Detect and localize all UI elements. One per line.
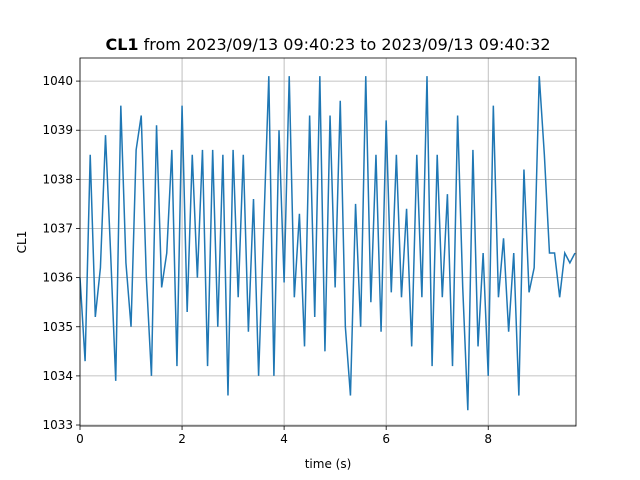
x-tick-label: 8 bbox=[484, 432, 492, 446]
data-line bbox=[79, 76, 576, 411]
x-tick-label: 0 bbox=[76, 432, 84, 446]
x-axis-label: time (s) bbox=[305, 457, 352, 471]
x-tick-label: 4 bbox=[280, 432, 288, 446]
y-tick-label: 1034 bbox=[42, 369, 73, 383]
y-tick-label: 1037 bbox=[42, 221, 73, 235]
y-tick-label: 1040 bbox=[42, 74, 73, 88]
y-tick-label: 1039 bbox=[42, 123, 73, 137]
y-tick-label: 1038 bbox=[42, 172, 73, 186]
x-tick-label: 6 bbox=[382, 432, 390, 446]
title-rest: from 2023/09/13 09:40:23 to 2023/09/13 0… bbox=[144, 35, 551, 54]
title-bold: CL1 bbox=[105, 35, 138, 54]
y-tick-label: 1033 bbox=[42, 418, 73, 432]
y-tick-label: 1035 bbox=[42, 320, 73, 334]
y-axis-label: CL1 bbox=[15, 231, 29, 254]
y-tick-label: 1036 bbox=[42, 271, 73, 285]
chart-title: CL1 from 2023/09/13 09:40:23 to 2023/09/… bbox=[105, 35, 550, 54]
plot-frame bbox=[79, 57, 577, 427]
x-tick-label: 2 bbox=[178, 432, 186, 446]
